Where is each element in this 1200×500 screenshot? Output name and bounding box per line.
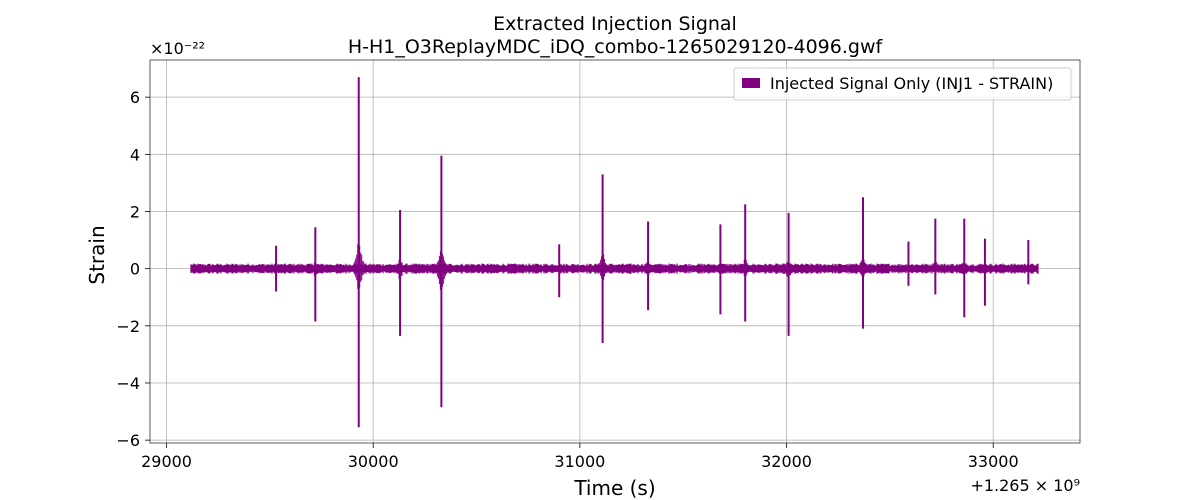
signal-spike — [928, 218, 942, 295]
y-scale-label: ×10⁻²² — [150, 39, 205, 58]
y-tick-label: −2 — [116, 317, 140, 336]
y-tick-label: 2 — [130, 202, 140, 221]
chart-title: Extracted Injection Signal — [493, 13, 737, 35]
plot-area-frame — [149, 59, 1081, 444]
signal-spike — [782, 212, 796, 336]
signal-spike — [856, 197, 870, 329]
legend: Injected Signal Only (INJ1 - STRAIN) — [733, 67, 1072, 101]
x-axis-label: Time (s) — [573, 476, 655, 500]
y-tick-label: 0 — [130, 260, 140, 279]
legend-label: Injected Signal Only (INJ1 - STRAIN) — [770, 74, 1053, 93]
signal-spike — [901, 241, 915, 286]
y-tick-label: 6 — [130, 88, 140, 107]
signal-spike — [641, 221, 655, 311]
chart-subtitle: H-H1_O3ReplayMDC_iDQ_combo-1265029120-40… — [348, 36, 884, 58]
legend-swatch — [742, 78, 760, 88]
y-axis-label: Strain — [85, 225, 109, 284]
x-tick-label: 33000 — [968, 452, 1019, 471]
signal-spike — [393, 210, 407, 336]
signal-spike — [1021, 240, 1035, 285]
x-tick-label: 30000 — [348, 452, 399, 471]
y-tick-label: 4 — [130, 145, 140, 164]
x-tick-label: 31000 — [554, 452, 605, 471]
y-tick-label: −6 — [116, 431, 140, 450]
x-tick-label: 32000 — [761, 452, 812, 471]
signal-spike — [596, 174, 610, 343]
series-layer — [190, 77, 1039, 428]
signal-spike — [957, 218, 971, 318]
signal-spike — [552, 244, 566, 298]
signal-spike — [308, 227, 322, 322]
signal-spike — [434, 155, 448, 408]
legend-box — [733, 67, 1072, 101]
x-tick-label: 29000 — [141, 452, 192, 471]
x-offset-label: +1.265 × 10⁹ — [970, 476, 1080, 495]
signal-spike — [352, 77, 366, 428]
signal-spike — [978, 238, 992, 306]
y-tick-label: −4 — [116, 374, 140, 393]
ticks: 29000 30000 31000 32000 33000 −6 −4 −2 0 2 4 6 — [116, 88, 1018, 471]
signal-spike — [738, 204, 752, 322]
signal-spike — [713, 224, 727, 315]
signal-spike — [269, 245, 283, 292]
